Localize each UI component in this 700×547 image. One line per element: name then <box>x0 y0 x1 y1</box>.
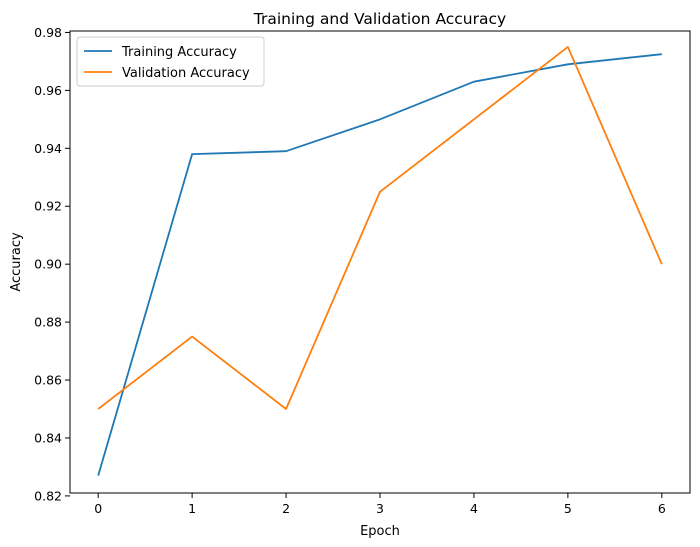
legend-label-training: Training Accuracy <box>121 45 237 60</box>
y-axis-title: Accuracy <box>9 232 24 292</box>
x-tick-label: 2 <box>282 501 290 516</box>
y-tick-label: 0.86 <box>34 373 62 388</box>
x-axis-title: Epoch <box>360 524 400 539</box>
y-tick-label: 0.94 <box>34 141 62 156</box>
y-tick-label: 0.98 <box>34 25 62 40</box>
plot-frame <box>69 30 691 494</box>
y-tick-label: 0.82 <box>34 488 62 503</box>
x-tick-label: 0 <box>94 501 102 516</box>
series-line-training-accuracy <box>97 53 662 476</box>
series-line-validation-accuracy <box>97 46 663 410</box>
chart-title: Training and Validation Accuracy <box>253 10 506 28</box>
x-tick-label: 3 <box>376 501 384 516</box>
legend: Training Accuracy Validation Accuracy <box>76 36 265 87</box>
y-axis: 0.82 0.84 0.86 0.88 0.90 0.92 0.94 0.96 0.98 <box>34 25 70 503</box>
x-axis: 0 1 2 3 4 5 6 <box>94 493 666 516</box>
series-group <box>97 46 663 476</box>
x-tick-label: 5 <box>564 501 572 516</box>
x-tick-label: 4 <box>470 501 478 516</box>
legend-frame <box>76 36 265 87</box>
x-tick-label: 1 <box>188 501 196 516</box>
y-tick-label: 0.96 <box>34 83 62 98</box>
x-tick-label: 6 <box>658 501 666 516</box>
y-tick-label: 0.84 <box>34 430 62 445</box>
y-tick-label: 0.90 <box>34 257 62 272</box>
y-tick-label: 0.88 <box>34 315 62 330</box>
y-tick-label: 0.92 <box>34 199 62 214</box>
legend-label-validation: Validation Accuracy <box>122 66 250 81</box>
